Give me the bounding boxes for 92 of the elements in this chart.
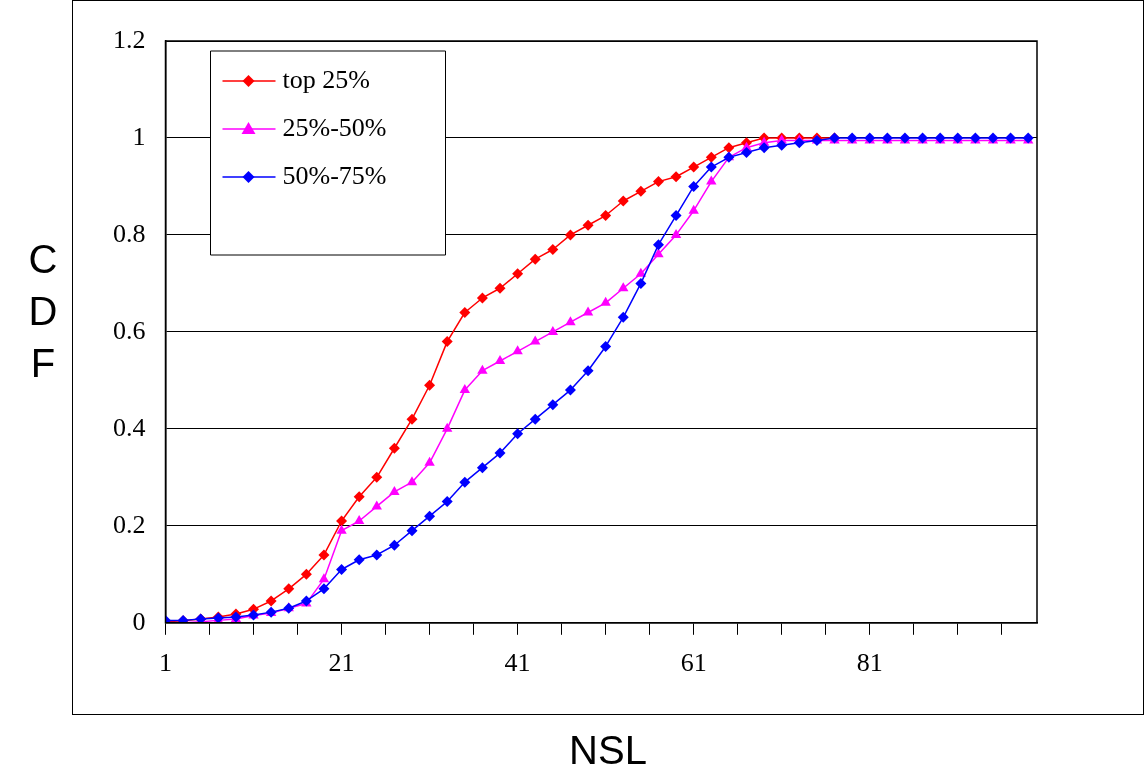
point <box>300 568 312 580</box>
point <box>618 282 629 292</box>
point <box>336 563 348 575</box>
point <box>477 364 488 374</box>
point <box>476 292 488 304</box>
point <box>494 354 506 364</box>
point <box>670 171 682 183</box>
point <box>441 496 453 508</box>
point <box>459 476 471 488</box>
point <box>688 180 700 192</box>
point <box>406 413 418 425</box>
x-tick-label: 81 <box>856 648 883 678</box>
point <box>600 210 612 222</box>
point <box>459 307 471 319</box>
y-tick-label: 0 <box>132 606 146 636</box>
point <box>617 195 629 207</box>
point <box>353 514 365 524</box>
point <box>705 161 717 173</box>
point <box>512 345 523 355</box>
point <box>406 525 418 537</box>
point <box>706 175 717 185</box>
point <box>564 229 576 241</box>
y-tick-label: 1.2 <box>113 24 146 54</box>
point <box>388 442 400 454</box>
point <box>353 554 365 566</box>
point <box>793 137 805 149</box>
point <box>670 228 682 238</box>
point <box>582 306 594 316</box>
point <box>635 267 647 277</box>
x-axis-title: NSL <box>568 728 648 773</box>
point <box>547 325 559 335</box>
point <box>564 384 576 396</box>
point <box>424 379 436 391</box>
legend-label: top 25% <box>282 64 370 94</box>
y-tick-label: 0.4 <box>113 412 146 442</box>
point <box>476 462 488 474</box>
point <box>758 142 770 154</box>
point <box>582 219 594 231</box>
y-tick-label: 0.2 <box>113 509 146 539</box>
point <box>494 447 506 459</box>
point <box>688 204 699 214</box>
point <box>318 583 330 595</box>
point <box>547 243 559 255</box>
point <box>424 510 436 522</box>
point <box>652 239 664 251</box>
point <box>494 282 506 294</box>
x-tick-label: 61 <box>680 648 707 678</box>
point <box>388 539 400 551</box>
point <box>265 595 277 607</box>
legend-label: 25%-50% <box>282 112 387 142</box>
point <box>600 296 611 306</box>
point <box>441 336 453 348</box>
point <box>512 428 524 440</box>
x-tick-label: 41 <box>504 648 531 678</box>
point <box>353 491 365 503</box>
point <box>600 340 612 352</box>
point <box>318 573 330 583</box>
point <box>336 515 348 527</box>
point <box>283 583 295 595</box>
point <box>512 268 524 280</box>
point <box>776 139 788 151</box>
point <box>424 456 435 466</box>
point <box>529 413 541 425</box>
point <box>389 485 400 495</box>
point <box>723 142 735 154</box>
point <box>741 147 752 159</box>
point <box>336 524 347 534</box>
x-tick-label: 21 <box>328 648 355 678</box>
legend-label: 50%-75% <box>282 160 387 190</box>
y-tick-label: 0.6 <box>113 315 146 345</box>
point <box>635 185 647 197</box>
point <box>459 384 470 394</box>
point <box>688 161 700 173</box>
y-tick-label: 0.8 <box>113 218 146 248</box>
point <box>547 399 559 411</box>
point <box>652 176 664 188</box>
point <box>529 253 541 265</box>
point <box>442 422 453 432</box>
x-tick-label: 1 <box>159 648 172 678</box>
point <box>406 476 418 486</box>
point <box>670 210 682 222</box>
point <box>371 471 383 483</box>
point <box>318 549 330 561</box>
point <box>705 151 717 163</box>
point <box>371 549 383 561</box>
point <box>582 365 594 377</box>
point <box>530 335 541 345</box>
y-axis-title: CDF <box>27 236 59 387</box>
point <box>617 311 629 323</box>
y-tick-label: 1 <box>132 121 146 151</box>
point <box>565 316 576 326</box>
point <box>635 277 647 289</box>
